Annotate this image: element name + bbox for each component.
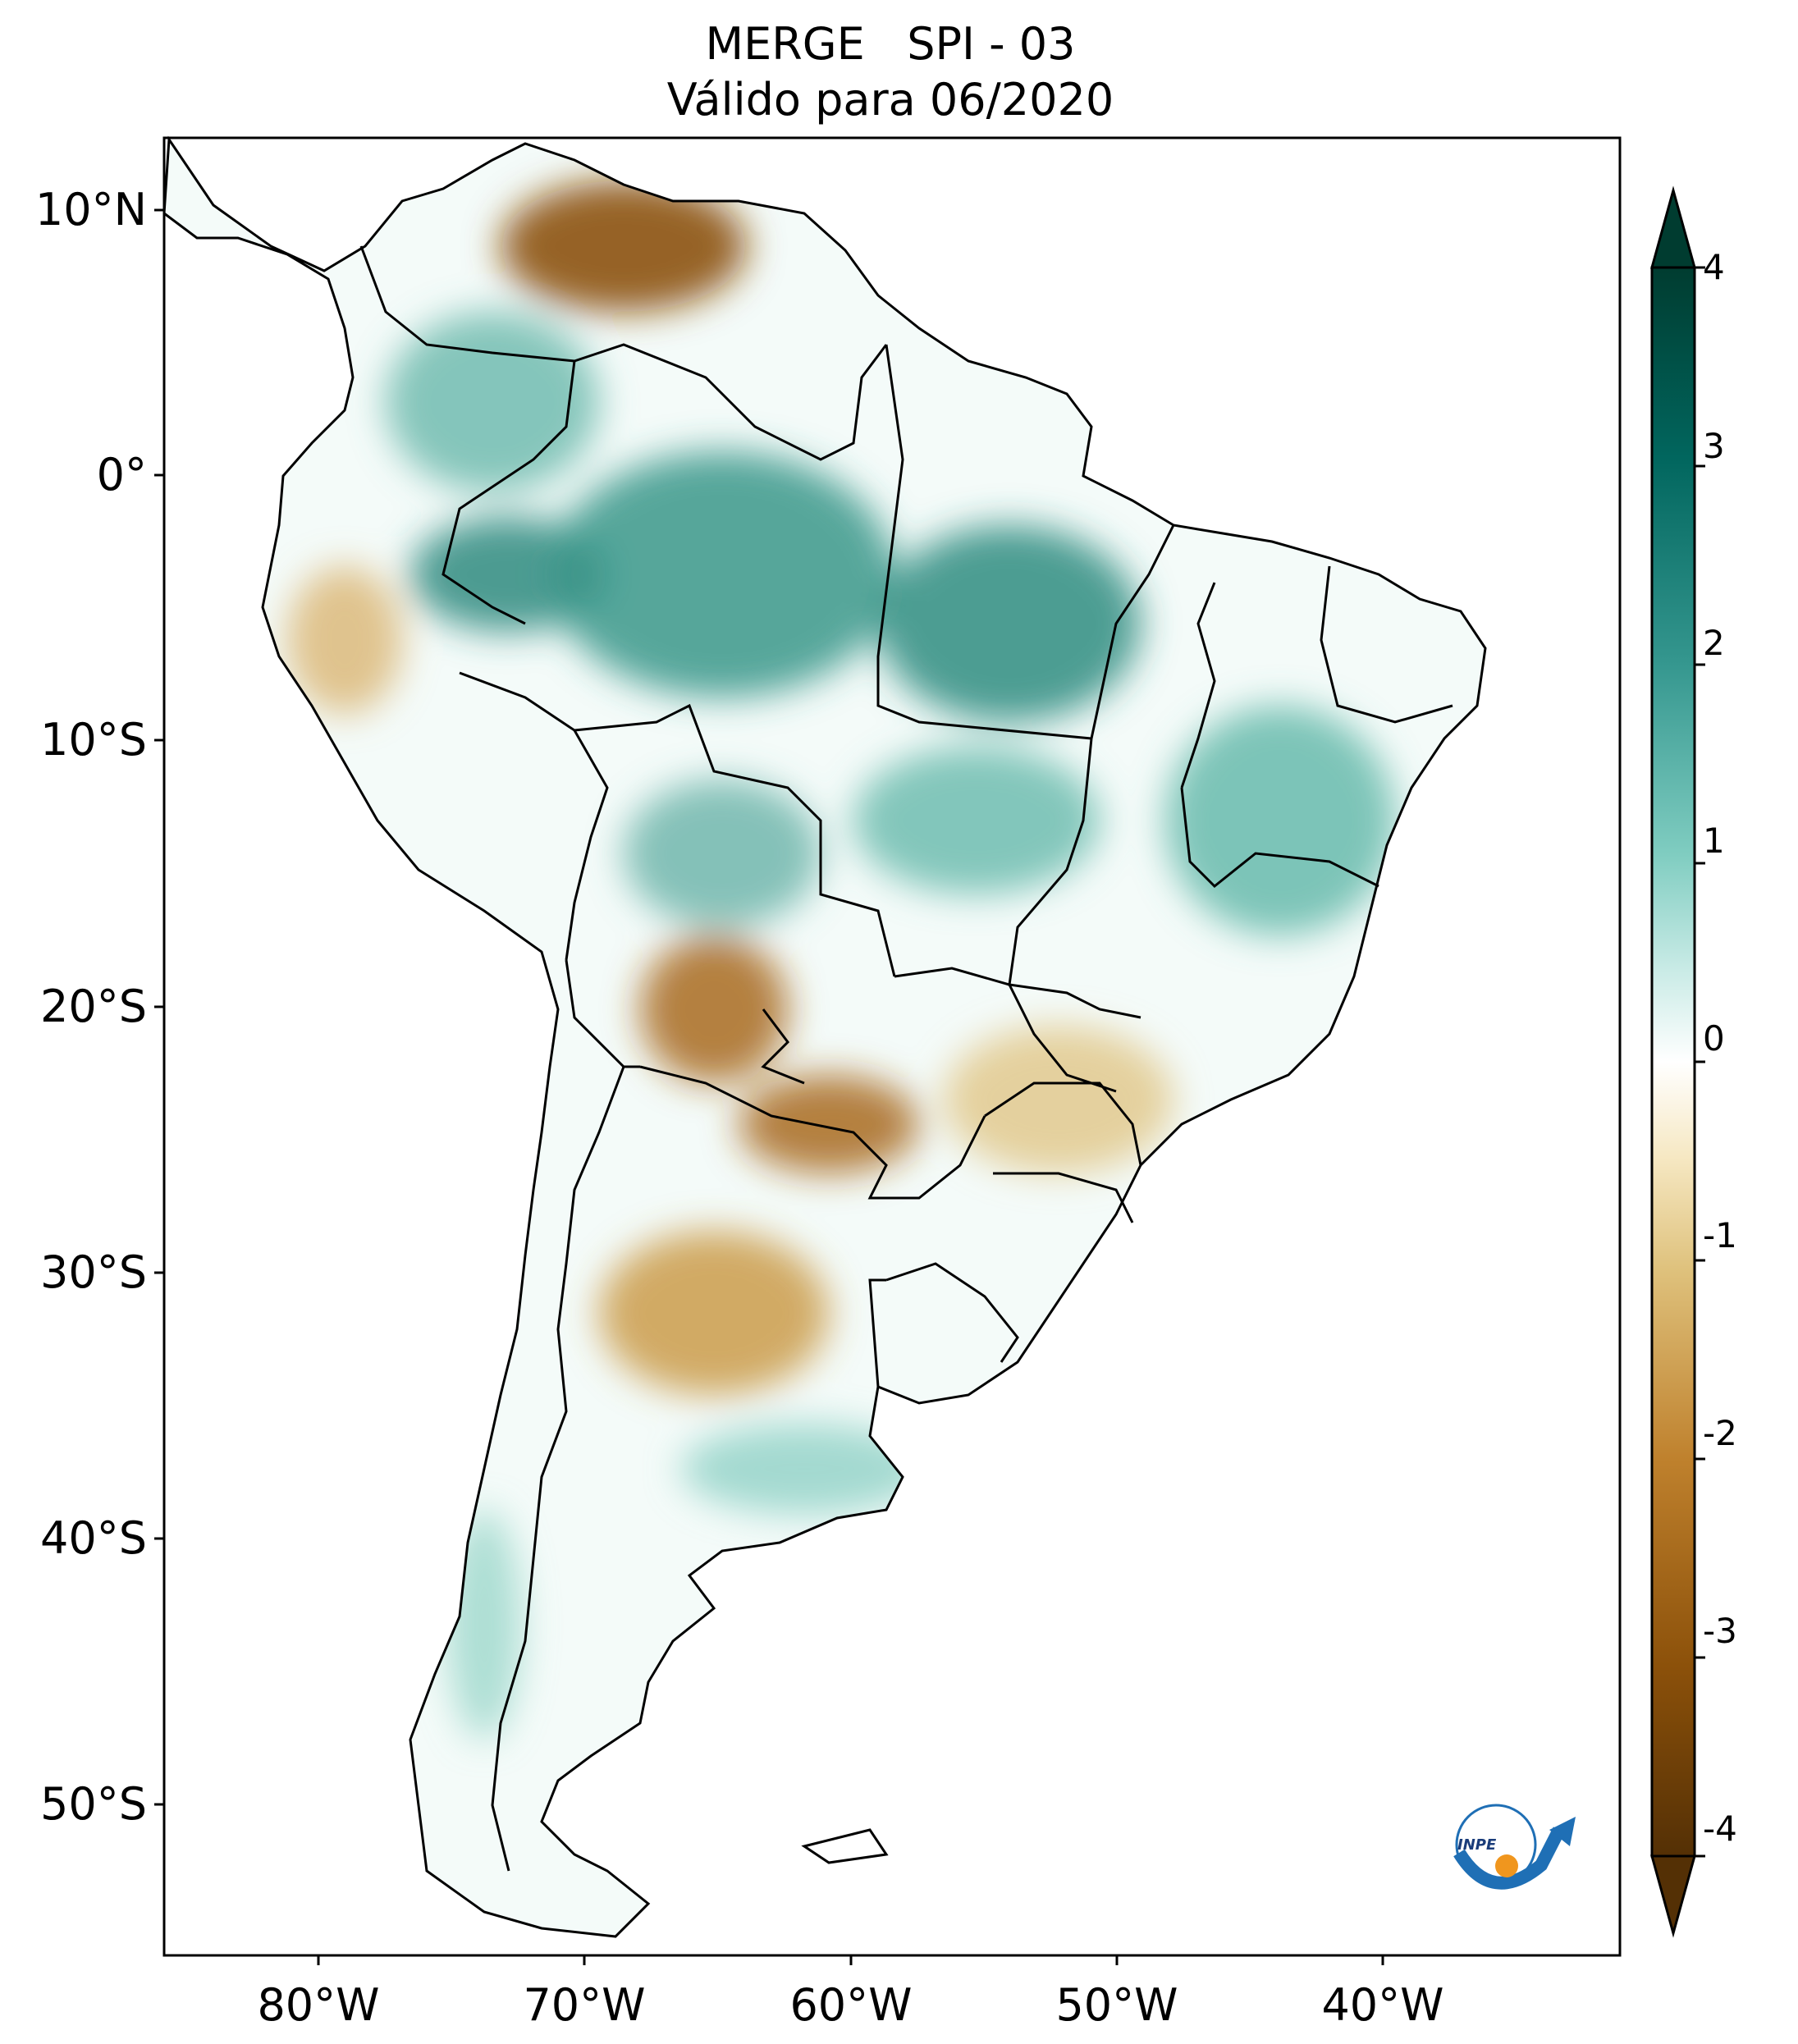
wet-anomaly-bahia <box>1165 706 1395 935</box>
dry-anomaly-chaco <box>640 935 788 1083</box>
lat-label-10s: 10°S <box>40 714 147 766</box>
colorbar-label-3: 3 <box>1703 426 1725 466</box>
lat-label-40s: 40°S <box>40 1512 147 1564</box>
map-title: MERGE SPI - 03 <box>705 18 1076 70</box>
lat-label-30s: 30°S <box>40 1246 147 1298</box>
logo-text: INPE <box>1457 1836 1497 1854</box>
colorbar-label-1: 1 <box>1703 821 1725 861</box>
axis-ticks <box>154 208 1384 1965</box>
dry-anomaly-argentina <box>599 1231 829 1395</box>
dry-anomaly-paraguay <box>739 1075 919 1173</box>
map-subtitle: Válido para 06/2020 <box>666 74 1114 126</box>
inpe-logo: INPE <box>1453 1804 1576 1890</box>
wet-anomaly-mato-grosso <box>853 747 1100 894</box>
dry-anomaly-south-brazil <box>944 1026 1174 1173</box>
logo-dot <box>1495 1854 1518 1877</box>
lon-label-50w: 50°W <box>1055 1979 1178 2031</box>
south-america-coastline <box>162 135 1487 1938</box>
wet-anomaly-central-amazon <box>550 451 894 697</box>
colorbar-ticks <box>1695 266 1705 1858</box>
dry-anomaly-venezuela <box>501 181 747 312</box>
colorbar <box>1650 185 1705 1938</box>
colorbar-gradient <box>1650 266 1696 1858</box>
colorbar-label-neg4: -4 <box>1703 1809 1737 1849</box>
colorbar-extend-min <box>1650 1854 1696 1938</box>
dry-anomaly-peru <box>287 566 402 714</box>
country-state-borders <box>359 245 1453 1872</box>
lat-label-50s: 50°S <box>40 1778 147 1830</box>
lat-label-10n: 10°N <box>34 184 147 235</box>
colorbar-label-neg1: -1 <box>1703 1215 1737 1255</box>
colorbar-label-4: 4 <box>1703 247 1725 287</box>
colorbar-label-neg2: -2 <box>1703 1413 1737 1453</box>
wet-anomaly-bolivia <box>624 780 821 927</box>
colorbar-label-2: 2 <box>1703 623 1725 663</box>
colorbar-extend-max <box>1650 185 1696 269</box>
wet-anomaly-para <box>878 525 1141 722</box>
lon-label-80w: 80°W <box>257 1979 380 2031</box>
lon-label-40w: 40°W <box>1321 1979 1444 2031</box>
lon-label-60w: 60°W <box>789 1979 913 2031</box>
lon-label-70w: 70°W <box>523 1979 646 2031</box>
colorbar-label-neg3: -3 <box>1703 1611 1737 1651</box>
wet-anomaly-patagonia <box>681 1424 927 1514</box>
colorbar-label-0: 0 <box>1703 1018 1725 1059</box>
lat-label-0: 0° <box>96 449 147 501</box>
lat-label-20s: 20°S <box>40 981 147 1032</box>
